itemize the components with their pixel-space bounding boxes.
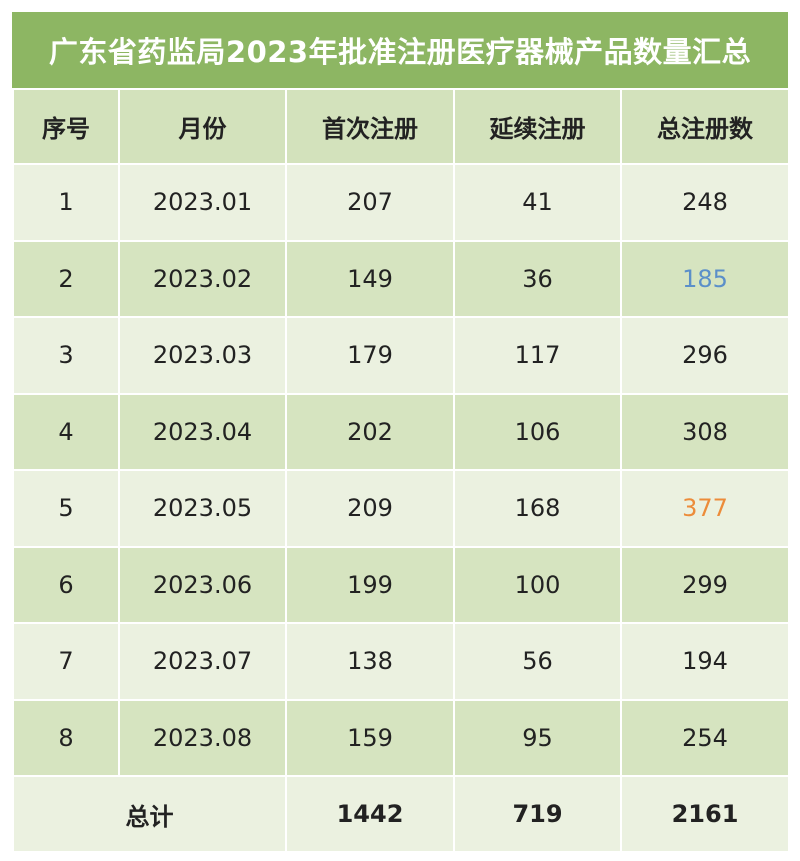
- cell: 202: [285, 392, 455, 471]
- cell: 3: [12, 316, 120, 395]
- cell: 296: [620, 316, 790, 395]
- data-row: 3 2023.03 179 117 296: [12, 316, 790, 395]
- cell: 5: [12, 469, 120, 548]
- cell: 41: [453, 163, 622, 242]
- column-header: 首次注册: [285, 88, 455, 165]
- data-row: 8 2023.08 159 95 254: [12, 698, 790, 777]
- cell: 2023.06: [118, 545, 287, 624]
- data-row: 4 2023.04 202 106 308: [12, 392, 790, 471]
- cell: 2023.01: [118, 163, 287, 242]
- data-row: 6 2023.06 199 100 299: [12, 545, 790, 624]
- cell: 100: [453, 545, 622, 624]
- data-row: 2 2023.02 149 36 185: [12, 239, 790, 318]
- total-cell: 719: [453, 775, 622, 853]
- cell: 4: [12, 392, 120, 471]
- cell: 2023.05: [118, 469, 287, 548]
- cell: 2023.07: [118, 622, 287, 701]
- cell: 179: [285, 316, 455, 395]
- cell: 308: [620, 392, 790, 471]
- cell: 2: [12, 239, 120, 318]
- cell: 248: [620, 163, 790, 242]
- column-header: 总注册数: [620, 88, 790, 165]
- cell: 159: [285, 698, 455, 777]
- title: 广东省药监局2023年批准注册医疗器械产品数量汇总: [12, 12, 788, 88]
- data-row: 5 2023.05 209 168 377: [12, 469, 790, 548]
- cell: 207: [285, 163, 455, 242]
- cell: 95: [453, 698, 622, 777]
- cell: 2023.03: [118, 316, 287, 395]
- cell: 56: [453, 622, 622, 701]
- cell: 138: [285, 622, 455, 701]
- cell: 254: [620, 698, 790, 777]
- data-row: 7 2023.07 138 56 194: [12, 622, 790, 701]
- cell: 6: [12, 545, 120, 624]
- total-row: 总计 1442 719 2161: [12, 775, 790, 853]
- cell: 168: [453, 469, 622, 548]
- cell: 199: [285, 545, 455, 624]
- cell: 194: [620, 622, 790, 701]
- column-header: 月份: [118, 88, 287, 165]
- data-row: 1 2023.01 207 41 248: [12, 163, 790, 242]
- cell: 2023.08: [118, 698, 287, 777]
- cell: 106: [453, 392, 622, 471]
- total-cell: 2161: [620, 775, 790, 853]
- cell: 209: [285, 469, 455, 548]
- total-cell: 1442: [285, 775, 455, 853]
- total-label: 总计: [12, 775, 287, 853]
- header-row: 序号 月份 首次注册 延续注册 总注册数: [12, 88, 790, 165]
- table-body: 1 2023.01 207 41 248 2 2023.02 149 36 185 3 2023.03…: [12, 163, 790, 777]
- cell: 8: [12, 698, 120, 777]
- cell: 2023.04: [118, 392, 287, 471]
- cell: 1: [12, 163, 120, 242]
- registration-table: 序号 月份 首次注册 延续注册 总注册数 1 2023.01 207 41 248 2 2023.0…: [12, 88, 790, 853]
- summary-card: 广东省药监局2023年批准注册医疗器械产品数量汇总 序号 月份 首次注册 延续注册 总注…: [12, 12, 790, 853]
- cell: 377: [620, 469, 790, 548]
- cell: 149: [285, 239, 455, 318]
- column-header: 序号: [12, 88, 120, 165]
- cell: 2023.02: [118, 239, 287, 318]
- cell: 299: [620, 545, 790, 624]
- column-header: 延续注册: [453, 88, 622, 165]
- cell: 185: [620, 239, 790, 318]
- cell: 7: [12, 622, 120, 701]
- cell: 117: [453, 316, 622, 395]
- cell: 36: [453, 239, 622, 318]
